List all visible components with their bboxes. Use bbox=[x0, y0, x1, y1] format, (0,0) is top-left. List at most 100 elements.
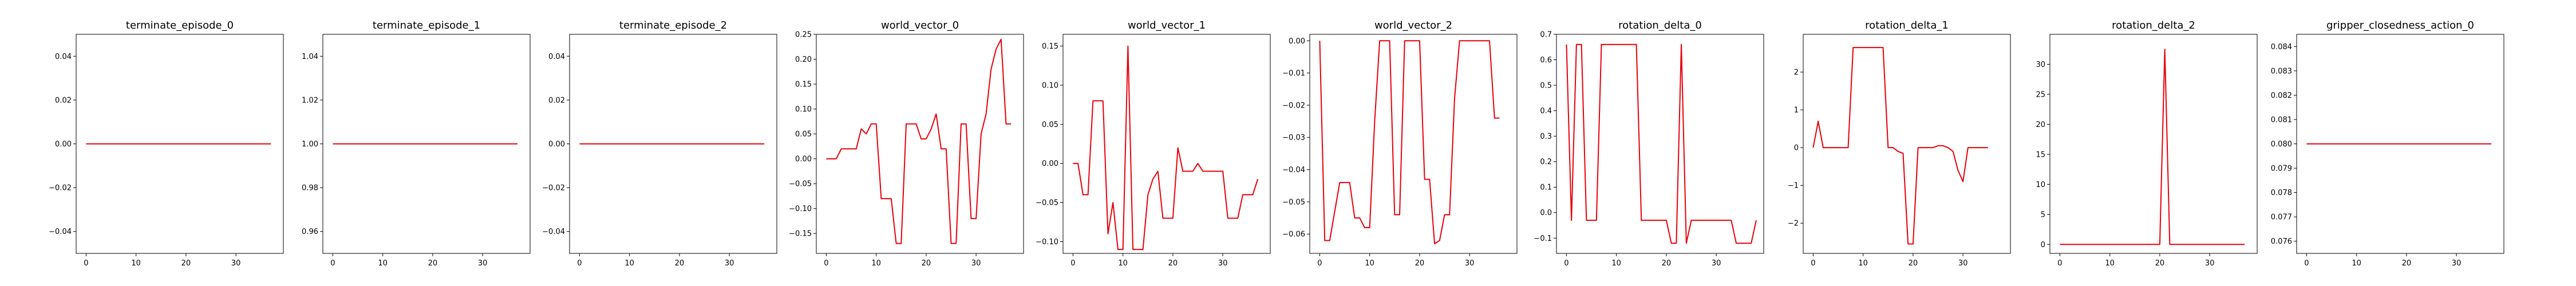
series-line bbox=[1073, 45, 1259, 251]
subplot-7: rotation_delta_1 0 10 20 30 −2 −1 0 1 2 bbox=[1788, 19, 2011, 268]
y-tick-label: 0 bbox=[1794, 144, 1799, 153]
x-tick-label: 0 bbox=[824, 259, 828, 268]
y-tick-label: 30 bbox=[2036, 61, 2045, 69]
subplot-6: rotation_delta_0 0 10 20 30 −0.1 0.0 0.1 0.2 0.3 0… bbox=[1534, 19, 1764, 268]
y-tick-label: −0.02 bbox=[49, 184, 72, 193]
y-tick-label: 0 bbox=[2041, 241, 2045, 249]
y-tick-label: 0.10 bbox=[1042, 81, 1058, 90]
x-tick-label: 30 bbox=[1218, 259, 1228, 268]
y-tick-label: 0.98 bbox=[302, 184, 318, 193]
x-tick-label: 30 bbox=[478, 259, 488, 268]
subplot-5: world_vector_2 0 10 20 30 −0.06 −0.05 −0.04 −0.0… bbox=[1282, 19, 1518, 268]
y-tick-label: −0.06 bbox=[1282, 231, 1305, 239]
y-tick-label: 2 bbox=[1794, 69, 1799, 77]
subplot-title: rotation_delta_0 bbox=[1618, 19, 1702, 31]
x-tick-label: 0 bbox=[1317, 259, 1322, 268]
y-tick-label: 0.05 bbox=[795, 130, 812, 139]
y-tick-label: 0.077 bbox=[2271, 213, 2292, 222]
y-tick-label: 0.4 bbox=[1540, 107, 1552, 116]
x-tick-label: 0 bbox=[84, 259, 88, 268]
plot-frame bbox=[1309, 34, 1518, 254]
y-tick-label: 0.1 bbox=[1540, 184, 1552, 192]
y-tick-label: 0.00 bbox=[795, 155, 812, 164]
x-tick-label: 30 bbox=[231, 259, 241, 268]
series-line bbox=[1812, 47, 1988, 245]
x-tick-label: 10 bbox=[2105, 259, 2115, 268]
x-tick-label: 20 bbox=[1909, 259, 1918, 268]
x-tick-label: 20 bbox=[2402, 259, 2412, 268]
x-tick-label: 30 bbox=[971, 259, 981, 268]
subplot-1: terminate_episode_1 0 10 20 30 0.96 0.98 1.00 1.… bbox=[302, 19, 531, 268]
y-tick-label: 0.20 bbox=[795, 55, 812, 64]
y-tick-label: 0.0 bbox=[1540, 209, 1552, 217]
x-tick-label: 20 bbox=[1168, 259, 1178, 268]
subplot-title: terminate_episode_0 bbox=[126, 19, 234, 31]
y-tick-label: 0.00 bbox=[548, 140, 565, 149]
x-tick-label: 10 bbox=[131, 259, 141, 268]
subplot-9: gripper_closedness_action_0 0 10 20 30 0.076 0… bbox=[2271, 19, 2504, 268]
y-tick-label: 0.00 bbox=[1042, 160, 1058, 168]
subplot-title: gripper_closedness_action_0 bbox=[2326, 19, 2474, 31]
y-tick-label: 15 bbox=[2036, 150, 2045, 159]
series-line bbox=[826, 38, 1012, 244]
y-tick-label: 0.079 bbox=[2271, 165, 2292, 173]
y-tick-label: −0.03 bbox=[1282, 134, 1305, 142]
series-line bbox=[2060, 49, 2245, 245]
x-tick-label: 30 bbox=[2452, 259, 2462, 268]
subplot-8: rotation_delta_2 0 10 20 30 0 5 10 15 20 25 30 bbox=[2036, 19, 2258, 268]
series-line bbox=[1319, 40, 1500, 245]
y-tick-label: 0.081 bbox=[2271, 116, 2292, 124]
subplot-title: rotation_delta_2 bbox=[2112, 19, 2195, 31]
y-tick-label: −0.15 bbox=[789, 230, 812, 239]
y-tick-label: 0.02 bbox=[548, 96, 565, 105]
y-tick-label: 0.15 bbox=[795, 81, 812, 89]
y-tick-label: −0.1 bbox=[1534, 235, 1552, 243]
y-tick-label: 0.00 bbox=[55, 140, 72, 149]
x-tick-label: 30 bbox=[1712, 259, 1721, 268]
y-tick-label: −0.05 bbox=[1036, 199, 1058, 208]
y-tick-label: −0.04 bbox=[1282, 166, 1305, 174]
x-tick-label: 20 bbox=[2155, 259, 2165, 268]
y-tick-label: 0.10 bbox=[795, 105, 812, 114]
subplot-title: world_vector_1 bbox=[1128, 19, 1206, 31]
y-tick-label: 20 bbox=[2036, 121, 2045, 129]
x-tick-label: 0 bbox=[1811, 259, 1815, 268]
y-tick-label: 0.7 bbox=[1540, 31, 1552, 39]
y-tick-label: −0.05 bbox=[789, 180, 812, 189]
y-tick-label: 0.15 bbox=[1042, 42, 1058, 51]
y-tick-label: 0.076 bbox=[2271, 237, 2292, 246]
x-tick-label: 10 bbox=[625, 259, 634, 268]
series-line bbox=[1566, 43, 1757, 244]
y-tick-label: 0.084 bbox=[2271, 43, 2292, 51]
x-tick-label: 20 bbox=[1415, 259, 1425, 268]
subplot-title: terminate_episode_1 bbox=[373, 19, 480, 31]
y-tick-label: −1 bbox=[1788, 182, 1799, 190]
y-tick-label: 0.25 bbox=[795, 31, 812, 39]
y-tick-label: −0.02 bbox=[1282, 101, 1305, 110]
y-tick-label: 1 bbox=[1794, 106, 1799, 115]
x-tick-label: 20 bbox=[428, 259, 438, 268]
x-tick-label: 30 bbox=[1465, 259, 1475, 268]
y-tick-label: −0.04 bbox=[542, 228, 565, 236]
y-tick-label: 5 bbox=[2041, 210, 2045, 219]
y-tick-label: 0.2 bbox=[1540, 158, 1552, 166]
x-tick-label: 0 bbox=[1564, 259, 1568, 268]
plot-frame bbox=[816, 34, 1024, 254]
y-tick-label: −0.02 bbox=[542, 184, 565, 193]
x-tick-label: 10 bbox=[871, 259, 881, 268]
plot-frame bbox=[1556, 34, 1764, 254]
subplot-2: terminate_episode_2 0 10 20 30 −0.04 −0.02 0.00… bbox=[542, 19, 777, 268]
x-tick-label: 20 bbox=[675, 259, 685, 268]
y-tick-label: −0.05 bbox=[1282, 198, 1305, 206]
plot-frame bbox=[2049, 34, 2258, 254]
x-tick-label: 30 bbox=[725, 259, 734, 268]
y-tick-label: −0.10 bbox=[789, 205, 812, 213]
y-tick-label: 0.078 bbox=[2271, 189, 2292, 197]
y-tick-label: 0.02 bbox=[55, 96, 72, 105]
x-tick-label: 0 bbox=[2304, 259, 2309, 268]
y-tick-label: 0.04 bbox=[55, 53, 72, 61]
y-tick-label: −0.10 bbox=[1036, 238, 1058, 247]
subplot-0: terminate_episode_0 0 10 20 30 −0.04 −0.02 0.00… bbox=[49, 19, 284, 268]
y-tick-label: −0.04 bbox=[49, 228, 72, 236]
